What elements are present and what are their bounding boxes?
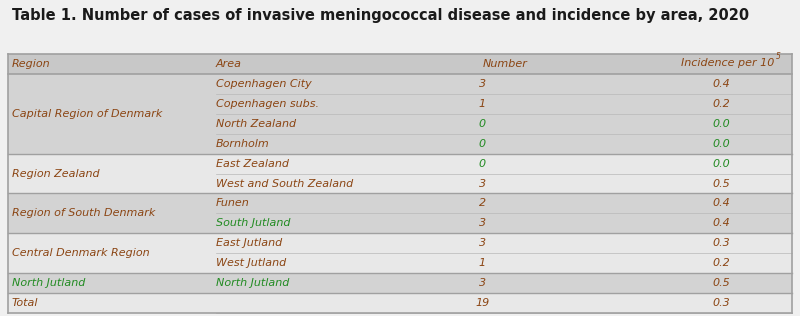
Text: Region of South Denmark: Region of South Denmark	[12, 208, 155, 218]
Text: 0: 0	[478, 119, 486, 129]
Bar	[8, 233, 792, 253]
Text: Region: Region	[12, 59, 50, 69]
Text: 2: 2	[478, 198, 486, 209]
Text: 19: 19	[475, 298, 490, 308]
Text: 0.5: 0.5	[713, 179, 730, 189]
Text: Capital Region of Denmark: Capital Region of Denmark	[12, 109, 162, 119]
Text: 1: 1	[478, 258, 486, 268]
Text: Table 1. Number of cases of invasive meningococcal disease and incidence by area: Table 1. Number of cases of invasive men…	[12, 8, 749, 23]
Text: 5: 5	[775, 52, 781, 61]
Text: West Jutland: West Jutland	[216, 258, 286, 268]
Text: Bornholm: Bornholm	[216, 139, 270, 149]
Text: Copenhagen City: Copenhagen City	[216, 79, 311, 89]
Bar	[8, 134, 792, 154]
Text: 0.0: 0.0	[713, 119, 730, 129]
Bar	[8, 114, 792, 134]
Text: 3: 3	[478, 218, 486, 228]
Text: North Zealand: North Zealand	[216, 119, 296, 129]
Text: 0.2: 0.2	[713, 99, 730, 109]
Text: 0.4: 0.4	[713, 79, 730, 89]
Bar	[8, 74, 792, 94]
Text: 3: 3	[478, 179, 486, 189]
Bar	[8, 94, 792, 114]
Text: Copenhagen subs.: Copenhagen subs.	[216, 99, 318, 109]
Text: Total: Total	[12, 298, 38, 308]
Bar	[8, 213, 792, 233]
Text: 0.0: 0.0	[713, 139, 730, 149]
Text: 3: 3	[478, 278, 486, 288]
Text: 0: 0	[478, 139, 486, 149]
Text: North Jutland: North Jutland	[216, 278, 289, 288]
Text: East Zealand: East Zealand	[216, 159, 289, 169]
Text: 0.2: 0.2	[713, 258, 730, 268]
Bar	[8, 193, 792, 213]
Text: East Jutland: East Jutland	[216, 238, 282, 248]
Bar	[8, 54, 792, 74]
Text: South Jutland: South Jutland	[216, 218, 290, 228]
Text: 1: 1	[478, 99, 486, 109]
Text: West and South Zealand: West and South Zealand	[216, 179, 353, 189]
Bar	[8, 253, 792, 273]
Text: Number: Number	[482, 59, 527, 69]
Bar	[8, 293, 792, 313]
Text: 0.5: 0.5	[713, 278, 730, 288]
Text: 0: 0	[478, 159, 486, 169]
Bar	[8, 154, 792, 173]
Text: 0.3: 0.3	[713, 298, 730, 308]
Text: 0.3: 0.3	[713, 238, 730, 248]
Text: Region Zealand: Region Zealand	[12, 169, 99, 179]
Text: 0.4: 0.4	[713, 218, 730, 228]
Text: Incidence per 10: Incidence per 10	[682, 58, 774, 68]
Text: 3: 3	[478, 238, 486, 248]
Text: Area: Area	[216, 59, 242, 69]
Bar	[8, 273, 792, 293]
Text: 0.4: 0.4	[713, 198, 730, 209]
Text: 0.0: 0.0	[713, 159, 730, 169]
Text: Funen: Funen	[216, 198, 250, 209]
Text: 3: 3	[478, 79, 486, 89]
Text: North Jutland: North Jutland	[12, 278, 86, 288]
Text: Central Denmark Region: Central Denmark Region	[12, 248, 150, 258]
Bar	[8, 173, 792, 193]
